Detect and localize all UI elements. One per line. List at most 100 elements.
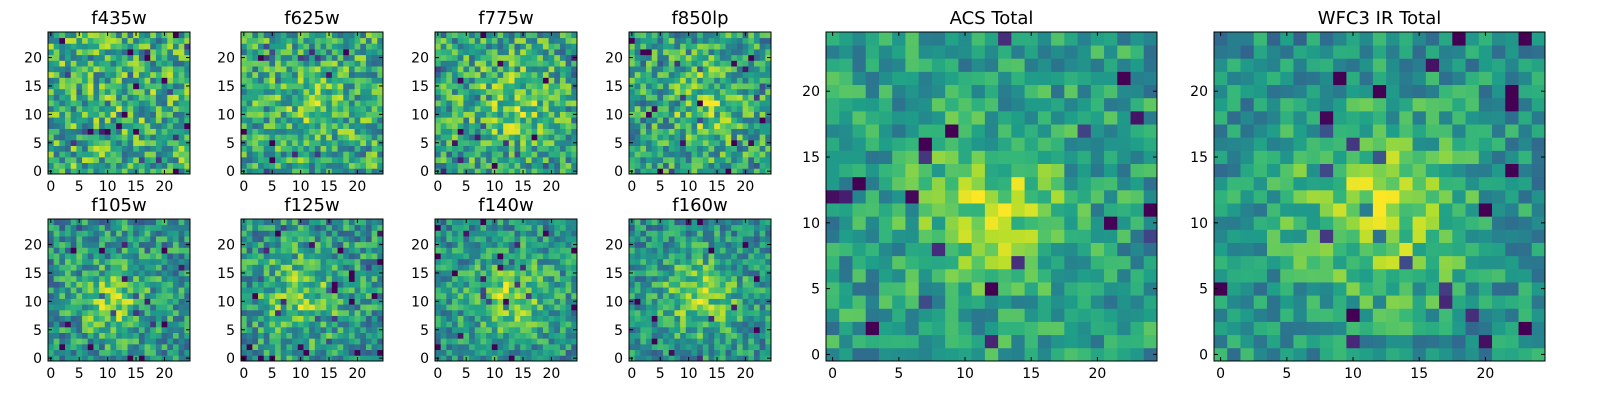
heatmap-cell (332, 49, 338, 55)
heatmap-cell (760, 129, 766, 135)
heatmap-cell (264, 157, 270, 163)
heatmap-cell (116, 123, 122, 129)
heatmap-cell (366, 134, 372, 140)
heatmap-cell (629, 49, 635, 55)
heatmap-cell (93, 293, 99, 299)
heatmap-cell (629, 72, 635, 78)
heatmap-cell (88, 310, 94, 316)
heatmap-cell (326, 72, 332, 78)
heatmap-cell (167, 83, 173, 89)
heatmap-cell (99, 299, 105, 305)
heatmap-cell (65, 293, 71, 299)
heatmap-cell (435, 146, 441, 152)
heatmap-cell (173, 140, 179, 146)
heatmap-cell (560, 338, 566, 344)
heatmap-cell (469, 83, 475, 89)
heatmap-cell (366, 338, 372, 344)
heatmap-cell (360, 316, 366, 322)
heatmap-cell (731, 304, 737, 310)
heatmap-cell (537, 270, 543, 276)
heatmap-cell (697, 89, 703, 95)
x-tick-label: 15 (320, 179, 338, 195)
heatmap-cell (59, 106, 65, 112)
heatmap-cell (629, 129, 635, 135)
heatmap-cell (532, 43, 538, 49)
heatmap-cell (463, 140, 469, 146)
heatmap-cell (116, 129, 122, 135)
heatmap-cell (463, 163, 469, 169)
heatmap-cell (258, 163, 264, 169)
heatmap-cell (480, 134, 486, 140)
heatmap-cell (264, 134, 270, 140)
heatmap-cell (571, 236, 577, 242)
heatmap-cell (726, 281, 732, 287)
heatmap-cell (315, 123, 321, 129)
heatmap-cell (264, 168, 270, 174)
heatmap-cell (554, 163, 560, 169)
heatmap-cell (275, 72, 281, 78)
heatmap-cell (338, 157, 344, 163)
heatmap-cell (549, 157, 555, 163)
heatmap-cell (145, 32, 151, 38)
heatmap-cell (709, 157, 715, 163)
heatmap-cell (258, 344, 264, 350)
heatmap-cell (252, 304, 258, 310)
heatmap-cell (720, 129, 726, 135)
heatmap-cell (54, 100, 60, 106)
heatmap-cell (292, 355, 298, 361)
heatmap-cell (167, 151, 173, 157)
y-tick-label: 0 (226, 351, 235, 367)
heatmap-cell (105, 316, 111, 322)
heatmap-cell (110, 60, 116, 66)
heatmap-cell (486, 106, 492, 112)
heatmap-cell (48, 106, 54, 112)
heatmap-cell (475, 83, 481, 89)
heatmap-cell (446, 100, 452, 106)
heatmap-cell (275, 112, 281, 118)
heatmap-cell (269, 117, 275, 123)
heatmap-cell (503, 327, 509, 333)
heatmap-cell (179, 276, 185, 282)
heatmap-cell (349, 344, 355, 350)
heatmap-cell (503, 304, 509, 310)
heatmap-cell (377, 163, 383, 169)
heatmap-cell (748, 310, 754, 316)
heatmap-cell (264, 100, 270, 106)
heatmap-cell (486, 49, 492, 55)
heatmap-cell (93, 94, 99, 100)
heatmap-cell (139, 168, 145, 174)
heatmap-cell (150, 32, 156, 38)
heatmap-cell (452, 163, 458, 169)
heatmap-cell (492, 129, 498, 135)
heatmap-cell (355, 117, 361, 123)
heatmap-cell (515, 123, 521, 129)
heatmap-cell (743, 100, 749, 106)
heatmap-cell (566, 106, 572, 112)
heatmap-cell (571, 338, 577, 344)
heatmap-cell (526, 123, 532, 129)
heatmap-cell (76, 49, 82, 55)
heatmap-cell (303, 287, 309, 293)
heatmap-cell (452, 38, 458, 44)
heatmap-cell (458, 350, 464, 356)
heatmap-cell (748, 112, 754, 118)
heatmap-cell (156, 163, 162, 169)
heatmap-cell (549, 49, 555, 55)
heatmap-cell (509, 146, 515, 152)
heatmap-cell (332, 333, 338, 339)
heatmap-cell (48, 304, 54, 310)
heatmap-cell (686, 129, 692, 135)
heatmap-cell (520, 253, 526, 259)
heatmap-cell (349, 281, 355, 287)
heatmap-cell (128, 129, 134, 135)
heatmap-cell (281, 310, 287, 316)
heatmap-cell (549, 253, 555, 259)
heatmap-cell (167, 247, 173, 253)
heatmap-cell (355, 270, 361, 276)
heatmap-cell (275, 321, 281, 327)
heatmap-cell (343, 43, 349, 49)
heatmap-cell (520, 316, 526, 322)
heatmap-cell (275, 310, 281, 316)
heatmap-cell (150, 55, 156, 61)
heatmap-cell (446, 77, 452, 83)
